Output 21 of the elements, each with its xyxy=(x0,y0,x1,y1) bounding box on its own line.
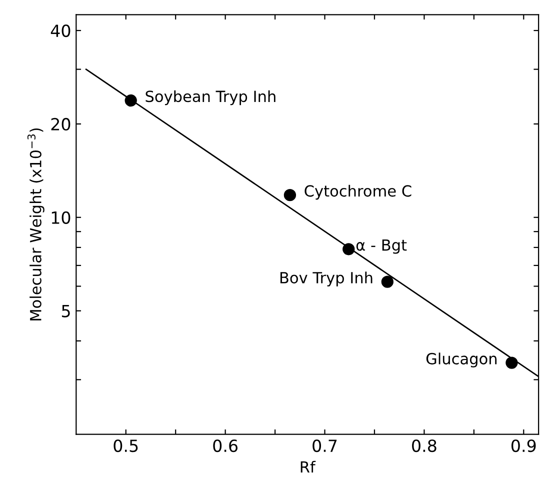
annotation: Soybean Tryp Inh xyxy=(146,90,276,106)
x-axis-title: Rf xyxy=(300,460,316,472)
x-tick-label: 0.7 xyxy=(312,439,337,452)
x-tick-label: 0.8 xyxy=(412,439,436,452)
x-tick-label: 0.5 xyxy=(114,439,138,452)
point xyxy=(284,188,296,202)
annotation: Cytochrome C xyxy=(304,184,412,200)
y-tick-label: 40 xyxy=(50,24,70,38)
annotation: Bov Tryp Inh xyxy=(280,272,372,286)
point xyxy=(124,94,137,107)
point xyxy=(381,276,394,288)
y-tick-label: 5 xyxy=(62,304,70,318)
y-tick-label: 10 xyxy=(52,211,70,224)
point xyxy=(342,243,355,256)
y-tick-label: 20 xyxy=(51,118,70,131)
y-axis-title: Molecular Weight (x10$^{−3}$) xyxy=(27,128,44,320)
x-tick-label: 0.9 xyxy=(511,439,536,452)
annotation: α - Bgt xyxy=(356,239,407,254)
annotation: Glucagon xyxy=(426,352,497,368)
x-tick-label: 0.6 xyxy=(213,439,238,452)
point xyxy=(506,356,518,369)
